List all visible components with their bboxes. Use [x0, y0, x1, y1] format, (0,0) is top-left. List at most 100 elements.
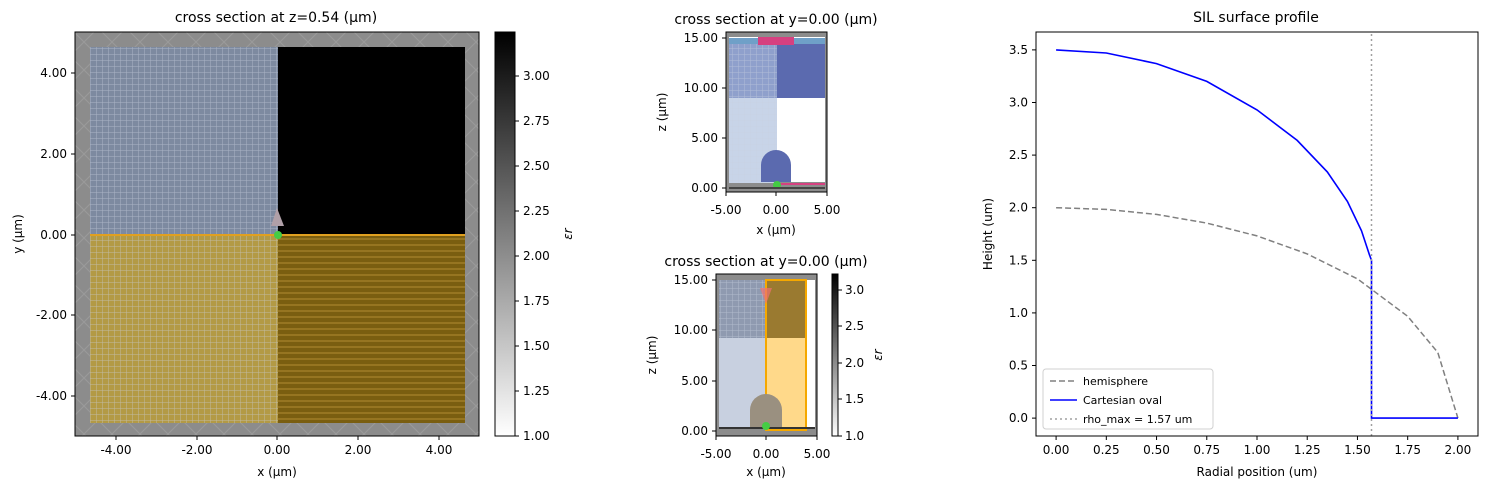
x-tick-label: 0.00 — [1043, 443, 1070, 457]
x-tick-label: 1.50 — [1344, 443, 1371, 457]
tick-label: 10.00 — [684, 81, 718, 95]
upper-yellow-block — [766, 280, 806, 338]
y-tick-label: 2.0 — [1009, 201, 1028, 215]
tick-label: 4.00 — [40, 66, 67, 80]
panel-top-yticks: 15.00 10.00 5.00 0.00 — [684, 31, 726, 195]
colorbar-left-label: εr — [561, 227, 575, 239]
panel-bottom-heatmap — [716, 274, 817, 436]
panel-right-title: SIL surface profile — [1193, 10, 1319, 26]
panel-bottom-xticks: -5.00 0.00 5.00 — [700, 436, 830, 461]
panel-top-xlabel: x (μm) — [756, 223, 796, 237]
panel-right-yticks: 0.0 0.5 1.0 1.5 2.0 2.5 3.0 3.5 — [1009, 43, 1036, 425]
tick-label: 0.00 — [264, 443, 291, 457]
series-line-1 — [1056, 206, 1459, 419]
tick-label: 1.0 — [845, 429, 864, 443]
panel-left-ylabel: y (μm) — [11, 214, 25, 254]
tick-label: -4.00 — [36, 389, 67, 403]
panel-top-title: cross section at y=0.00 (μm) — [674, 12, 877, 28]
panel-top-heatmap — [726, 32, 827, 192]
panel-left-xlabel: x (μm) — [257, 465, 297, 479]
legend-label: hemisphere — [1083, 375, 1148, 388]
panel-bottom-title: cross section at y=0.00 (μm) — [664, 254, 867, 270]
tick-label: 0.00 — [763, 203, 790, 217]
x-tick-label: 0.75 — [1193, 443, 1220, 457]
y-tick-label: 2.5 — [1009, 148, 1028, 162]
pink-source-region — [758, 37, 794, 45]
tick-label: 2.0 — [845, 356, 864, 370]
panel-right-xticks: 0.00 0.25 0.50 0.75 1.00 1.25 1.50 1.75 2.00 — [1043, 436, 1471, 457]
tick-label: 2.00 — [523, 249, 550, 263]
y-tick-label: 1.0 — [1009, 306, 1028, 320]
upper-block — [777, 38, 825, 98]
legend-label: rho_max = 1.57 um — [1083, 413, 1192, 426]
tick-label: 2.00 — [345, 443, 372, 457]
panel-top: cross section at y=0.00 (μm) -5.00 0.00 … — [655, 12, 878, 237]
y-tick-label: 0.0 — [1009, 411, 1028, 425]
x-tick-label: 1.00 — [1244, 443, 1271, 457]
x-tick-label: 0.25 — [1093, 443, 1120, 457]
colorbar-left-ticks: 3.00 2.75 2.50 2.25 2.00 1.75 1.50 1.25 … — [515, 69, 550, 443]
tick-label: 1.25 — [523, 384, 550, 398]
tick-label: 3.00 — [523, 69, 550, 83]
legend-box — [1042, 368, 1214, 430]
y-tick-label: 3.0 — [1009, 95, 1028, 109]
y-tick-label: 0.5 — [1009, 359, 1028, 373]
sil-lens-shape — [750, 394, 782, 428]
panel-top-xticks: -5.00 0.00 5.00 — [710, 192, 840, 217]
legend: hemisphere Cartesian oval rho_max = 1.57 u… — [1042, 368, 1214, 430]
panel-right-xlabel: Radial position (um) — [1197, 465, 1318, 479]
tick-label: 1.5 — [845, 392, 864, 406]
tick-label: 1.75 — [523, 294, 550, 308]
panel-bottom-ylabel: z (μm) — [645, 336, 659, 375]
tick-label: 0.00 — [40, 228, 67, 242]
tick-label: 5.00 — [814, 203, 841, 217]
y-tick-label: 1.5 — [1009, 253, 1028, 267]
colorbar-bottom — [831, 273, 839, 437]
tick-label: -5.00 — [710, 203, 741, 217]
source-dot — [762, 422, 770, 430]
tick-label: 4.00 — [426, 443, 453, 457]
panel-top-ylabel: z (μm) — [655, 93, 669, 132]
tick-label: 3.0 — [845, 283, 864, 297]
high-permittivity-region — [278, 47, 465, 235]
x-tick-label: 0.50 — [1143, 443, 1170, 457]
legend-label: Cartesian oval — [1083, 394, 1162, 407]
tick-label: -5.00 — [700, 447, 731, 461]
tick-label: 2.50 — [523, 159, 550, 173]
tick-label: 2.00 — [40, 147, 67, 161]
tick-label: 5.00 — [691, 131, 718, 145]
tick-label: 0.00 — [681, 424, 708, 438]
tick-label: -4.00 — [100, 443, 131, 457]
tick-label: 5.00 — [681, 374, 708, 388]
tick-label: 0.00 — [753, 447, 780, 461]
colorbar-left — [494, 31, 516, 437]
tick-label: 15.00 — [684, 31, 718, 45]
tick-label: 1.00 — [523, 429, 550, 443]
panel-right: SIL surface profile 0.00 0.25 0.50 0.75 1.00… — [981, 10, 1479, 479]
panel-bottom-yticks: 15.00 10.00 5.00 0.00 — [674, 273, 716, 438]
tick-label: 15.00 — [674, 273, 708, 287]
panel-right-ylabel: Height (um) — [981, 198, 995, 270]
sil-lens-shape — [761, 150, 791, 182]
tick-label: -2.00 — [181, 443, 212, 457]
x-tick-label: 1.75 — [1394, 443, 1421, 457]
tick-label: 0.00 — [691, 181, 718, 195]
panel-bottom-xlabel: x (μm) — [746, 465, 786, 479]
tick-label: 1.50 — [523, 339, 550, 353]
source-arrow-icon — [271, 208, 284, 226]
panel-left-heatmap — [75, 32, 479, 436]
colorbar-bottom-ticks: 3.0 2.5 2.0 1.5 1.0 — [838, 283, 864, 443]
source-arrow-down-icon — [760, 288, 772, 304]
tick-label: 5.00 — [804, 447, 831, 461]
tick-label: -2.00 — [36, 308, 67, 322]
panel-left: cross section at z=0.54 (μm) -4.00 -2.00… — [11, 10, 575, 479]
panel-left-title: cross section at z=0.54 (μm) — [175, 10, 377, 26]
panel-bottom: cross section at y=0.00 (μm) -5.00 0.00 … — [645, 254, 885, 479]
tick-label: 2.5 — [845, 319, 864, 333]
colorbar-bottom-label: εr — [871, 348, 885, 360]
tick-label: 10.00 — [674, 323, 708, 337]
yellow-monitor-box — [765, 279, 807, 431]
y-tick-label: 3.5 — [1009, 43, 1028, 57]
tick-label: 2.25 — [523, 204, 550, 218]
